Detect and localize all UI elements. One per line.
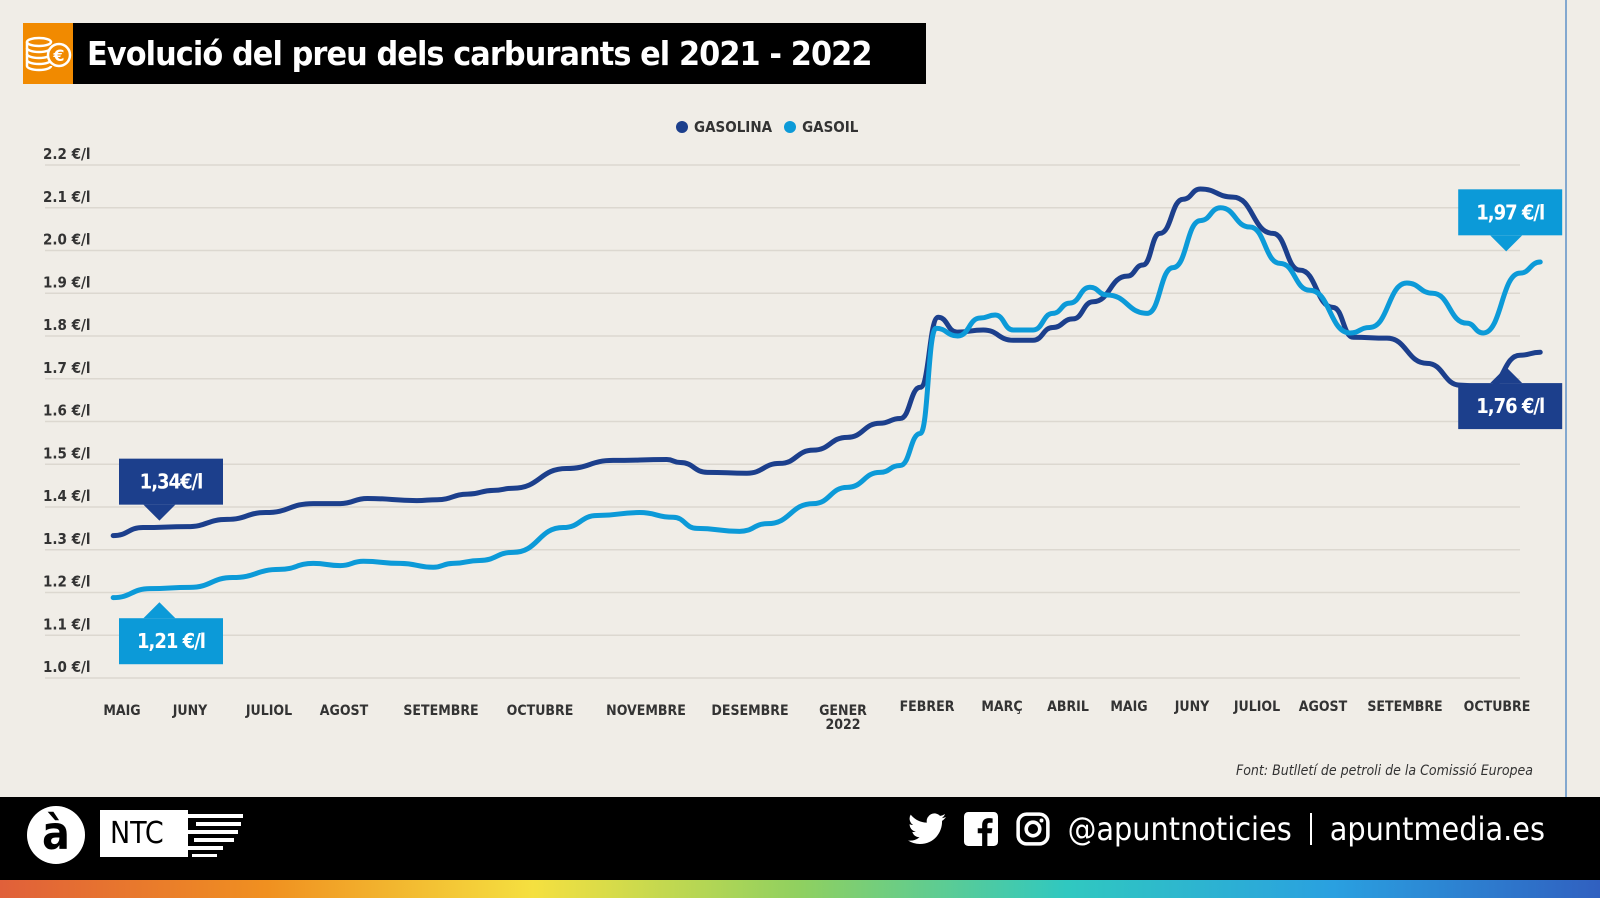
- x-tick-label: SETEMBRE: [1367, 699, 1442, 715]
- instagram-icon[interactable]: [1015, 812, 1050, 846]
- y-tick-label: 2.0 €/l: [43, 231, 91, 249]
- x-tick-label: GENER: [819, 703, 867, 719]
- svg-text:€: €: [52, 46, 64, 65]
- legend-swatch-gasolina: [676, 121, 688, 133]
- legend-label-gasoil: GASOIL: [802, 118, 859, 136]
- x-tick-label: JULIOL: [1233, 699, 1280, 715]
- x-tick-label: FEBRER: [900, 699, 955, 715]
- y-tick-label: 1.0 €/l: [43, 658, 91, 676]
- callout-pointer: [143, 602, 176, 619]
- legend-label-gasolina: GASOLINA: [694, 118, 773, 136]
- y-tick-label: 1.3 €/l: [43, 530, 91, 548]
- footer: [0, 797, 1600, 880]
- source-note: Font: Butlletí de petroli de la Comissió…: [1235, 763, 1533, 779]
- y-tick-label: 1.9 €/l: [43, 273, 91, 291]
- apunt-logo: à: [27, 806, 85, 864]
- y-tick-label: 2.2 €/l: [43, 145, 91, 163]
- x-tick-label: JUNY: [172, 703, 208, 719]
- website-link[interactable]: apuntmedia.es: [1329, 810, 1545, 848]
- callout-label: 1,76 €/l: [1476, 394, 1544, 418]
- edge-line: [1565, 0, 1567, 797]
- x-tick-label: AGOST: [1299, 699, 1348, 715]
- ntc-logo-lines-icon: [188, 814, 243, 857]
- callout-label: 1,97 €/l: [1476, 200, 1544, 224]
- y-tick-label: 2.1 €/l: [43, 188, 91, 206]
- x-tick-label: SETEMBRE: [403, 703, 478, 719]
- y-tick-label: 1.8 €/l: [43, 316, 91, 334]
- x-tick-label: MARÇ: [981, 699, 1022, 715]
- x-tick-label: MAIG: [1110, 699, 1147, 715]
- y-tick-label: 1.1 €/l: [43, 615, 91, 633]
- callout-pointer: [1490, 235, 1523, 252]
- callout-pointer: [143, 504, 176, 521]
- series-line-gasolina: [110, 186, 1543, 539]
- x-tick-label: OCTUBRE: [1464, 699, 1531, 715]
- y-tick-label: 1.6 €/l: [43, 402, 91, 420]
- callout-label: 1,21 €/l: [137, 629, 205, 653]
- y-tick-label: 1.7 €/l: [43, 359, 91, 377]
- rainbow-strip: [0, 880, 1600, 898]
- x-tick-label: ABRIL: [1047, 699, 1089, 715]
- twitter-icon[interactable]: [907, 813, 946, 845]
- series-line-gasoil: [110, 205, 1543, 601]
- x-tick-label: OCTUBRE: [507, 703, 574, 719]
- x-tick-label: JUNY: [1174, 699, 1210, 715]
- callout-box: [1458, 189, 1563, 236]
- y-tick-label: 1.4 €/l: [43, 487, 91, 505]
- y-tick-label: 1.5 €/l: [43, 444, 91, 462]
- callout-box: [1458, 383, 1563, 430]
- x-tick-label: AGOST: [320, 703, 369, 719]
- x-tick-label: JULIOL: [245, 703, 292, 719]
- divider: [1309, 813, 1312, 845]
- x-tick-label: MAIG: [103, 703, 140, 719]
- social-links: @apuntnoticies apuntmedia.es: [907, 810, 1545, 848]
- title-bar: € Evolució del preu dels carburants el 2…: [23, 23, 926, 84]
- callout-box: [119, 458, 223, 505]
- x-tick-label: NOVEMBRE: [606, 703, 686, 719]
- x-tick-label: DESEMBRE: [711, 703, 788, 719]
- coins-euro-icon: €: [23, 23, 73, 84]
- ntc-logo: NTC: [100, 810, 188, 857]
- facebook-icon[interactable]: [963, 812, 998, 846]
- y-tick-label: 1.2 €/l: [43, 573, 91, 591]
- callout-pointer: [1490, 367, 1523, 384]
- legend: GASOLINA GASOIL: [676, 118, 858, 136]
- social-handle[interactable]: @apuntnoticies: [1067, 810, 1292, 848]
- legend-swatch-gasoil: [784, 121, 797, 133]
- line-chart: 2.2 €/l 2.1 €/l 2.0 €/l 1.9 €/l 1.8 €/l 1.7 €…: [43, 145, 1563, 733]
- callout-label: 1,34€/l: [140, 470, 203, 494]
- callout-box: [119, 618, 223, 665]
- chart-title: Evolució del preu dels carburants el 202…: [87, 34, 872, 73]
- x-tick-sublabel: 2022: [825, 717, 860, 733]
